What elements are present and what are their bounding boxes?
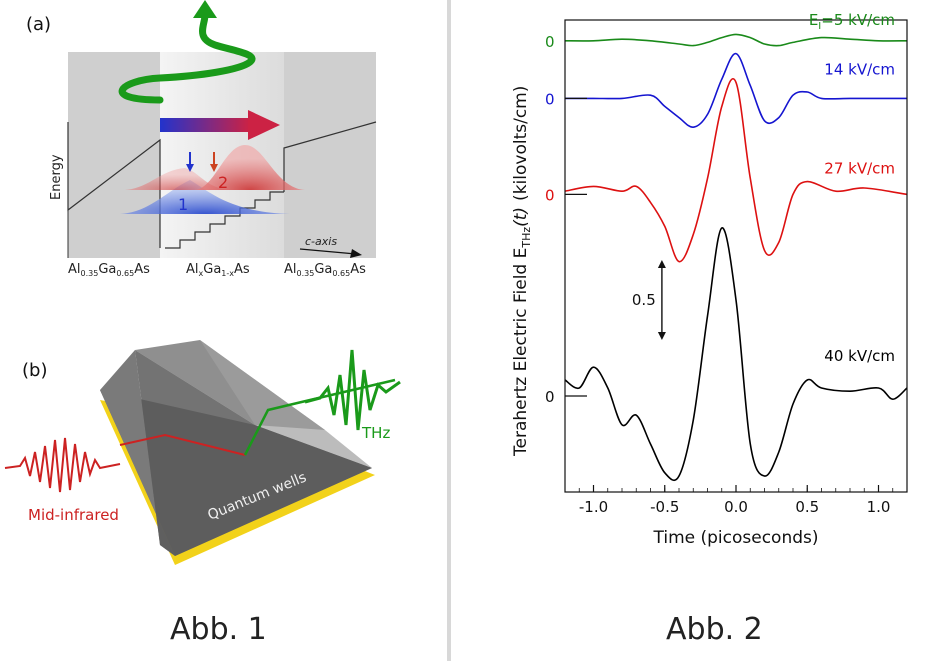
- x-tick-label-3: 0.5: [795, 498, 819, 516]
- series-label-3: 40 kV/cm: [824, 347, 895, 365]
- thz-emission-wave: [118, 11, 256, 104]
- series-label-1: 14 kV/cm: [824, 60, 895, 78]
- x-tick-label-2: 0.0: [724, 498, 748, 516]
- thz-pulse: [304, 349, 401, 431]
- potential-right: [283, 121, 377, 192]
- series-line-2: [564, 78, 908, 263]
- thz-label: THz: [361, 424, 390, 442]
- zero-label-2: 0: [545, 186, 555, 204]
- mid-ir-beam: [119, 433, 246, 456]
- x-axis-label: Time (picoseconds): [652, 528, 818, 548]
- series-label-2: 27 kV/cm: [824, 160, 895, 178]
- prism-left-face: [100, 350, 175, 556]
- state-2-label: 2: [218, 173, 228, 192]
- series-label-0: EI=5 kV/cm: [809, 11, 895, 32]
- wavefunction-1-red: [125, 168, 230, 190]
- potential-staircase: [165, 191, 284, 249]
- transfer-arrow-body: [160, 118, 250, 132]
- well-region: [160, 52, 284, 258]
- panel-a-label: (a): [26, 14, 52, 35]
- x-tick-label-4: 1.0: [867, 498, 891, 516]
- y-axis-label: Terahertz Electric Field ETHz(t)(kilovol…: [511, 86, 533, 457]
- wavefunction-2: [195, 145, 305, 190]
- c-axis-label: c-axis: [305, 235, 337, 248]
- panel-a-diagram: 1 2 Energy c-axis Al0.35Ga0.65As AlxGa1-…: [49, 0, 377, 278]
- barrier-right: [284, 52, 376, 258]
- zero-label-3: 0: [545, 388, 555, 406]
- barrier-left: [68, 52, 160, 258]
- zero-label-1: 0: [545, 90, 555, 108]
- scale-bar: 0.5: [632, 260, 666, 340]
- energy-label: Energy: [49, 154, 64, 200]
- mid-infrared-pulse: [4, 437, 121, 493]
- x-tick-label-0: -1.0: [579, 498, 608, 516]
- c-axis-arrowhead: [350, 249, 362, 258]
- material-label-center: AlxGa1-xAs: [186, 262, 250, 278]
- x-tick-label-1: -0.5: [650, 498, 679, 516]
- wavefunction-1: [120, 180, 290, 214]
- mid-infrared-label: Mid-infrared: [28, 506, 119, 524]
- series-line-1: [564, 52, 907, 128]
- panel-b-diagram: Mid-infrared THz Quantum wells: [4, 340, 401, 565]
- zero-label-0: 0: [545, 33, 555, 51]
- transfer-arrow-head: [248, 110, 280, 140]
- state-1-label: 1: [178, 195, 188, 214]
- series-line-0: [564, 33, 908, 47]
- figure2-caption: Abb. 2: [666, 612, 763, 647]
- plot-area: [564, 33, 908, 482]
- material-label-right: Al0.35Ga0.65As: [284, 262, 366, 278]
- x-ticks: -1.0 -0.5 0.0 0.5 1.0: [578, 485, 894, 516]
- red-arrow-head: [210, 164, 218, 172]
- thz-beam: [243, 378, 396, 456]
- scale-bar-bottom-arrowhead: [657, 332, 666, 340]
- c-axis-arrow: [299, 248, 357, 255]
- series-line-3: [564, 227, 908, 482]
- series-labels: 0 EI=5 kV/cm 0 14 kV/cm 0 27 kV/cm 0 40 kV/cm: [545, 11, 895, 406]
- thz-waveform-chart: Terahertz Electric Field ETHz(t)(kilovol…: [511, 11, 908, 548]
- panel-divider: [447, 0, 451, 661]
- prism-right-face: [200, 340, 372, 468]
- prism-front-face: [135, 350, 372, 556]
- panel-b-label: (b): [22, 360, 48, 381]
- figure1-caption: Abb. 1: [170, 612, 267, 647]
- blue-arrow-head: [186, 164, 194, 172]
- scale-bar-top-arrowhead: [657, 260, 666, 268]
- plot-frame: [564, 19, 908, 493]
- material-label-left: Al0.35Ga0.65As: [68, 262, 150, 278]
- scale-bar-label: 0.5: [632, 291, 656, 309]
- thz-emission-arrowhead: [193, 0, 217, 18]
